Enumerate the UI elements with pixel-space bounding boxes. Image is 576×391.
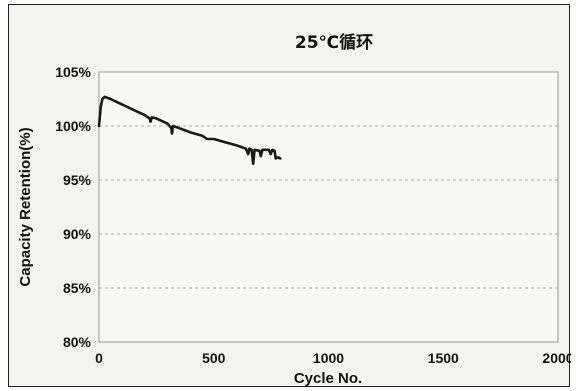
series-layer — [97, 95, 282, 166]
grid — [99, 125, 558, 289]
chart-frame: 25℃循环 80% 85% 90% 95% 100% 105% 0 500 1000 1500 2… — [8, 4, 571, 387]
x-tick-label: 0 — [95, 350, 103, 366]
y-tick-label: 90% — [63, 226, 92, 242]
y-tick-label: 85% — [63, 280, 92, 296]
x-tick-label: 1000 — [313, 350, 344, 366]
x-tick-label: 500 — [202, 350, 226, 366]
x-axis-title: Cycle No. — [294, 370, 362, 387]
y-tick-label: 95% — [63, 172, 92, 188]
chart: 25℃循环 80% 85% 90% 95% 100% 105% 0 500 1000 1500 2… — [17, 32, 571, 387]
x-axis-ticks: 0 500 1000 1500 2000 — [95, 350, 571, 366]
plot-area — [98, 71, 559, 343]
chart-title: 25℃循环 — [295, 32, 373, 53]
x-tick-label: 1500 — [428, 350, 459, 366]
y-tick-label: 105% — [55, 64, 91, 80]
y-axis-title: Capacity Retention(%) — [17, 127, 34, 286]
x-tick-label: 2000 — [542, 350, 571, 366]
series-line — [97, 95, 282, 166]
y-tick-label: 80% — [63, 334, 92, 350]
y-axis-ticks: 80% 85% 90% 95% 100% 105% — [55, 64, 91, 350]
y-tick-label: 100% — [55, 118, 91, 134]
